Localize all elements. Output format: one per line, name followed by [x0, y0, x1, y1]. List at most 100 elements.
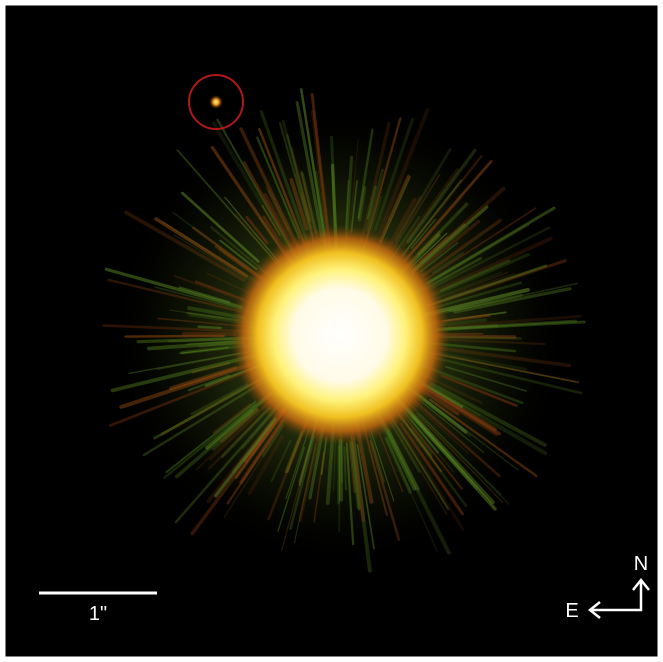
- speckle: [421, 219, 481, 269]
- speckle: [410, 218, 436, 249]
- speckle: [281, 119, 314, 230]
- speckle: [190, 383, 249, 416]
- speckle: [357, 128, 374, 219]
- speckle: [350, 435, 360, 512]
- speckle: [261, 424, 284, 457]
- speckle: [128, 352, 241, 374]
- speckle: [174, 398, 285, 524]
- speckle: [351, 437, 372, 573]
- speckle: [357, 186, 367, 222]
- speckle: [445, 366, 527, 392]
- speckle: [401, 167, 460, 248]
- speckle: [289, 178, 309, 231]
- speckle: [279, 122, 315, 242]
- speckle: [330, 135, 338, 236]
- speckle: [356, 444, 375, 550]
- speckle: [154, 217, 249, 278]
- speckle: [444, 324, 499, 331]
- speckle: [265, 185, 296, 245]
- speckle: [186, 311, 239, 322]
- speckle: [365, 168, 384, 232]
- speckle: [439, 259, 511, 292]
- speckle: [142, 382, 263, 457]
- speckle: [378, 432, 404, 493]
- speckle: [417, 393, 519, 471]
- speckle: [284, 430, 304, 474]
- speckle: [107, 278, 243, 313]
- speckle: [108, 364, 265, 427]
- speckle: [181, 191, 260, 263]
- speckle: [192, 226, 263, 279]
- speckle: [345, 179, 350, 230]
- speckle: [310, 92, 331, 247]
- speckle: [404, 197, 462, 263]
- speckle: [348, 138, 359, 238]
- speckle: [416, 397, 485, 453]
- speckle: [124, 210, 246, 282]
- speckle: [447, 314, 582, 328]
- speckle: [178, 286, 231, 304]
- speckle: [162, 221, 262, 286]
- speckle: [426, 226, 551, 292]
- speckle: [124, 334, 225, 338]
- speckle: [211, 407, 259, 451]
- speckle: [435, 320, 586, 332]
- speckle: [437, 335, 522, 340]
- speckle: [293, 443, 317, 543]
- speckle: [448, 282, 578, 313]
- speckle: [176, 149, 284, 271]
- speckle: [369, 195, 383, 232]
- speckle: [241, 413, 273, 450]
- speckle: [267, 189, 290, 232]
- speckle: [119, 362, 251, 409]
- speckle: [413, 399, 501, 478]
- speckle: [289, 435, 316, 530]
- speckle: [194, 280, 245, 301]
- speckle: [214, 417, 277, 498]
- speckle: [300, 88, 328, 247]
- speckle: [403, 160, 493, 262]
- speckle: [426, 206, 556, 285]
- speckle: [343, 446, 347, 491]
- speckle: [350, 180, 358, 233]
- speckle: [438, 346, 572, 368]
- speckle: [409, 419, 455, 473]
- scale-label: 1": [89, 603, 107, 625]
- speckle: [378, 174, 411, 243]
- speckle: [197, 325, 222, 330]
- speckle: [369, 434, 385, 483]
- speckle: [426, 259, 567, 308]
- compass-north: N: [634, 553, 648, 575]
- companion-marker: [188, 74, 244, 130]
- speckle: [366, 185, 377, 220]
- speckle: [220, 407, 259, 443]
- speckle: [377, 108, 430, 235]
- speckle: [153, 378, 261, 440]
- speckle: [281, 448, 310, 552]
- speckle: [431, 251, 464, 274]
- speckle: [348, 440, 357, 494]
- speckle: [285, 428, 310, 500]
- speckle: [430, 252, 530, 298]
- host-star: [230, 225, 450, 445]
- speckle: [211, 121, 299, 265]
- speckle: [453, 287, 572, 314]
- speckle: [245, 216, 269, 245]
- speckle: [421, 218, 502, 278]
- speckle: [429, 398, 538, 478]
- speckle: [247, 434, 284, 496]
- speckle: [206, 408, 283, 504]
- speckle: [300, 171, 318, 235]
- speckle: [179, 347, 229, 354]
- speckle: [390, 174, 441, 253]
- speckle: [234, 213, 270, 254]
- speckle: [286, 133, 311, 222]
- speckle: [416, 202, 469, 256]
- speckle: [239, 127, 303, 255]
- speckle: [401, 179, 463, 257]
- speckle: [398, 414, 443, 472]
- speckle: [415, 412, 504, 504]
- speckle: [360, 121, 391, 242]
- speckle: [187, 374, 231, 392]
